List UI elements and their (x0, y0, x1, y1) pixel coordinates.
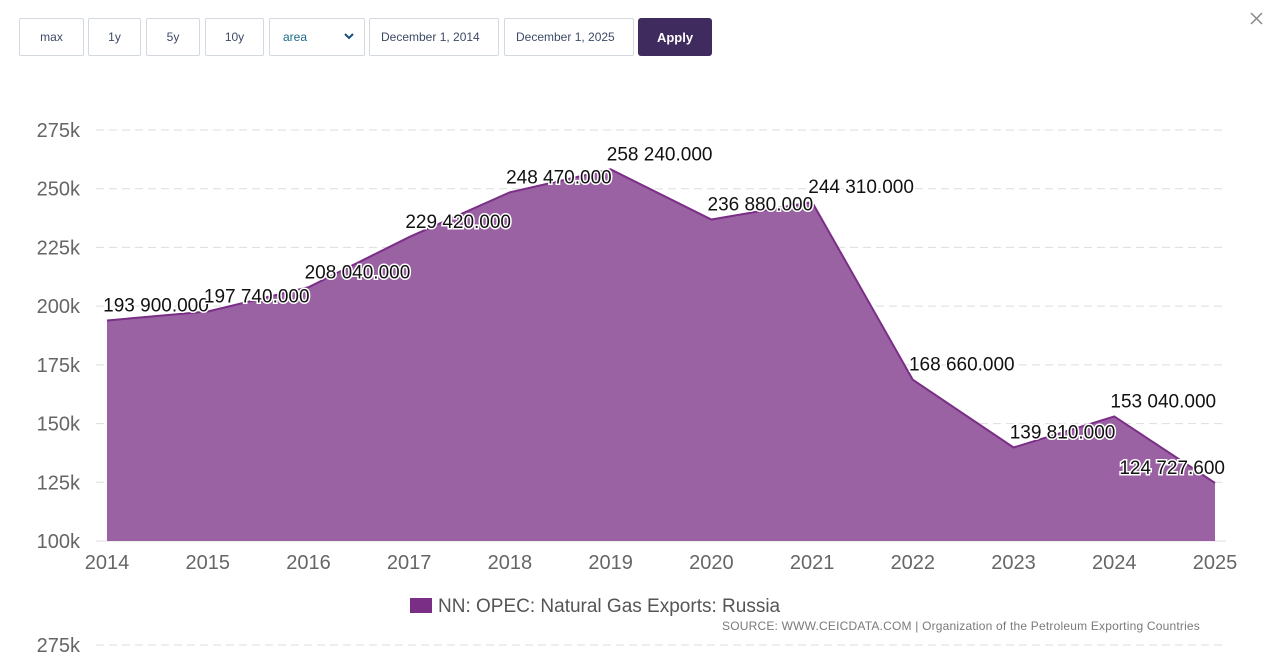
x-tick-label: 2023 (991, 552, 1036, 574)
y-tick-label: 250k (37, 179, 81, 201)
data-label: 208 040.000 (305, 262, 411, 283)
chart-type-select[interactable]: area (269, 18, 365, 56)
chart-type-value: area (283, 30, 308, 44)
data-label: 193 900.000 (103, 295, 209, 316)
legend[interactable]: NN: OPEC: Natural Gas Exports: Russia (410, 596, 781, 617)
x-tick-label: 2020 (689, 552, 734, 574)
x-tick-label: 2018 (488, 552, 533, 574)
range-5y-button[interactable]: 5y (146, 18, 200, 56)
apply-button[interactable]: Apply (638, 18, 712, 56)
range-max-button[interactable]: max (19, 18, 84, 56)
next-chart-y-tick: 275k (37, 635, 81, 657)
x-tick-label: 2019 (588, 552, 633, 574)
range-1y-button[interactable]: 1y (88, 18, 141, 56)
close-icon[interactable] (1249, 11, 1264, 26)
data-label: 139 810.000 (1010, 423, 1116, 444)
x-axis: 2014 2015 2016 2017 2018 2019 2020 2021 2022 2023… (85, 552, 1238, 574)
data-label: 229 420.000 (405, 212, 511, 233)
x-tick-label: 2021 (790, 552, 835, 574)
series-area-fill (107, 169, 1215, 541)
y-tick-label: 200k (37, 296, 81, 318)
x-tick-label: 2024 (1092, 552, 1137, 574)
x-tick-label: 2016 (286, 552, 331, 574)
x-tick-label: 2014 (85, 552, 130, 574)
y-tick-label: 275k (37, 120, 81, 142)
y-tick-label: 100k (37, 531, 81, 553)
data-label: 168 660.000 (909, 355, 1015, 376)
source-note: SOURCE: WWW.CEICDATA.COM | Organization … (722, 619, 1201, 633)
data-label: 153 040.000 (1110, 391, 1216, 412)
data-label: 236 880.000 (708, 195, 814, 216)
data-label: 124 727.600 (1119, 458, 1225, 479)
x-tick-label: 2022 (891, 552, 936, 574)
x-tick-label: 2015 (185, 552, 230, 574)
x-tick-label: 2025 (1193, 552, 1238, 574)
data-label: 244 310.000 (808, 177, 914, 198)
start-date-input[interactable]: December 1, 2014 (369, 18, 499, 56)
y-tick-label: 225k (37, 237, 81, 259)
series-area (106, 168, 1216, 541)
data-label: 197 740.000 (204, 286, 310, 307)
legend-label: NN: OPEC: Natural Gas Exports: Russia (438, 596, 781, 617)
chevron-down-icon (344, 33, 354, 40)
x-tick-label: 2017 (387, 552, 432, 574)
next-chart-peek: 275k (37, 635, 1226, 657)
data-label: 248 470.000 (506, 167, 612, 188)
series-line (106, 168, 1216, 484)
y-axis: 100k 125k 150k 175k 200k 225k 250k 275k (37, 120, 81, 553)
range-10y-button[interactable]: 10y (205, 18, 264, 56)
y-tick-label: 150k (37, 414, 81, 436)
y-tick-label: 125k (37, 472, 81, 494)
y-tick-label: 175k (37, 355, 81, 377)
legend-swatch (410, 598, 432, 613)
end-date-input[interactable]: December 1, 2025 (504, 18, 634, 56)
data-label: 258 240.000 (607, 144, 713, 165)
